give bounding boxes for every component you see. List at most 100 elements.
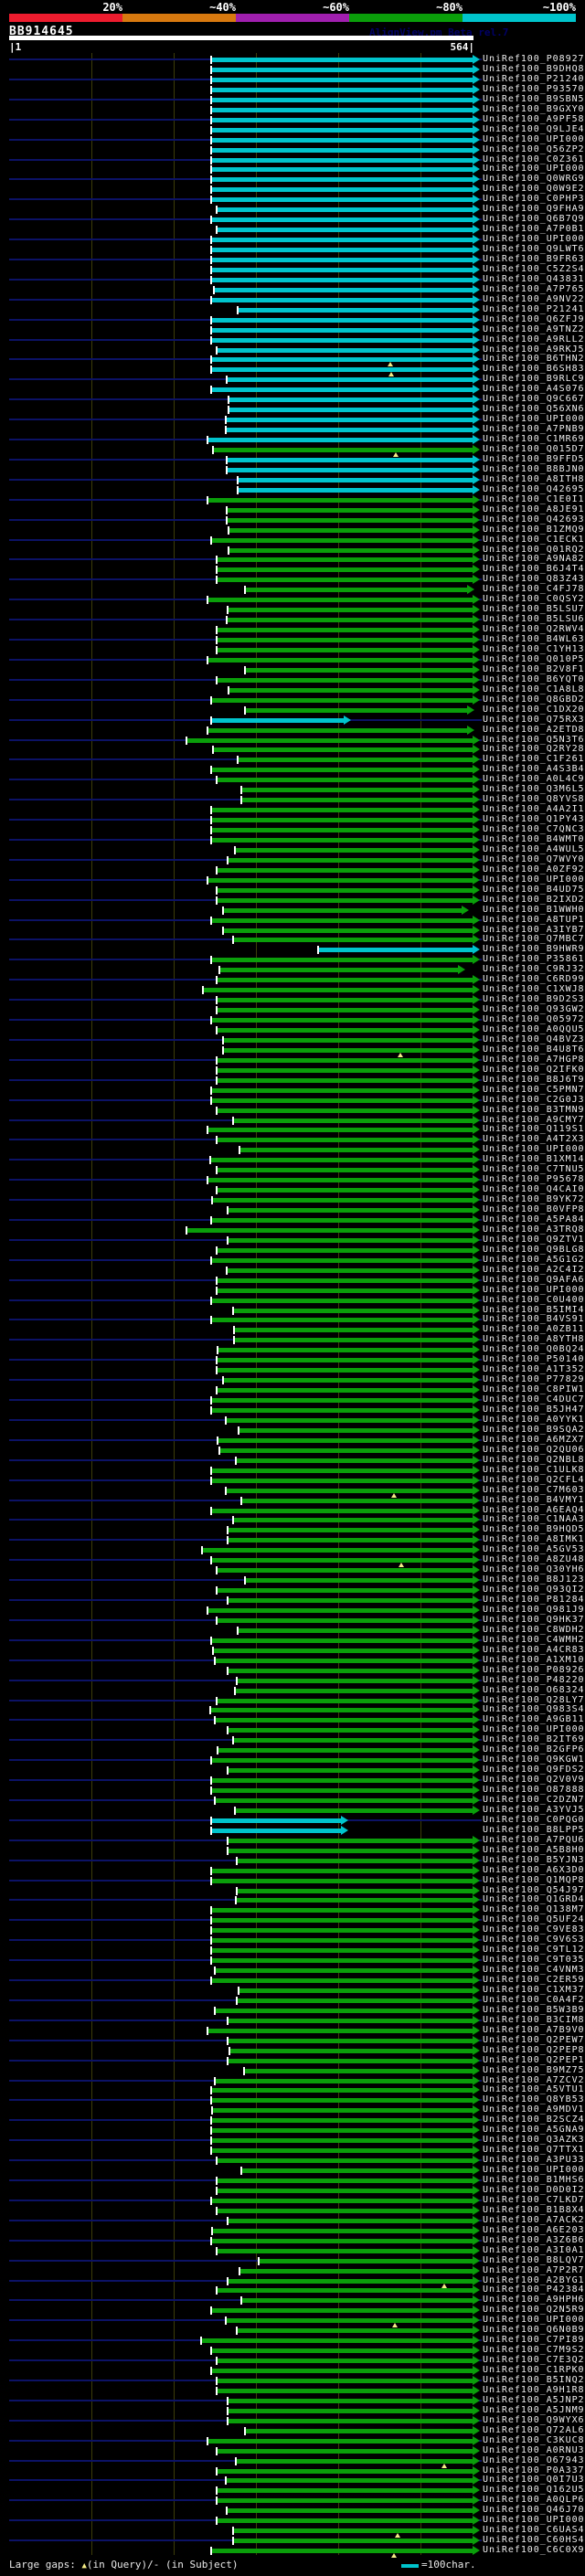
hit-label[interactable]: UniRef100_A3PU33 bbox=[483, 2155, 585, 2166]
hit-label[interactable]: UniRef100_Q9WYX6 bbox=[483, 2414, 585, 2425]
hit-label[interactable]: UniRef100_Q93QI2 bbox=[483, 1585, 585, 1595]
hit-bar[interactable] bbox=[212, 1257, 473, 1263]
hit-bar[interactable] bbox=[227, 618, 473, 623]
hit-bar[interactable] bbox=[212, 1828, 341, 1833]
hit-bar[interactable] bbox=[203, 988, 473, 993]
hit-label[interactable]: UniRef100_Q162U5 bbox=[483, 2485, 585, 2496]
hit-bar[interactable] bbox=[217, 867, 473, 873]
hit-label[interactable]: UniRef100_C1XM37 bbox=[483, 1985, 585, 1995]
hit-bar[interactable] bbox=[233, 938, 473, 943]
hit-label[interactable]: UniRef100_A8IMK1 bbox=[483, 1534, 585, 1545]
hit-label[interactable]: UniRef100_C9RJ32 bbox=[483, 964, 585, 975]
hit-bar[interactable] bbox=[226, 418, 473, 423]
hit-label[interactable]: UniRef100_B1XM14 bbox=[483, 1154, 585, 1165]
hit-label[interactable]: UniRef100_Q43831 bbox=[483, 273, 585, 284]
hit-label[interactable]: UniRef100_C60HS4 bbox=[483, 2535, 585, 2546]
hit-bar[interactable] bbox=[226, 428, 473, 433]
hit-bar[interactable] bbox=[234, 1338, 473, 1343]
hit-label[interactable]: UniRef100_C1A8L8 bbox=[483, 684, 585, 694]
hit-label[interactable]: UniRef100_B9GXY0 bbox=[483, 103, 585, 114]
hit-label[interactable]: UniRef100_C1XWJ8 bbox=[483, 984, 585, 995]
hit-bar[interactable] bbox=[241, 788, 473, 793]
hit-label[interactable]: UniRef100_B6YQT0 bbox=[483, 673, 585, 684]
hit-label[interactable]: UniRef100_Q83Z43 bbox=[483, 574, 585, 585]
hit-label[interactable]: UniRef100_UPI000.. bbox=[483, 2515, 585, 2526]
hit-bar[interactable] bbox=[241, 2168, 473, 2173]
hit-bar[interactable] bbox=[217, 1288, 473, 1293]
hit-label[interactable]: UniRef100_Q9FDS2 bbox=[483, 1765, 585, 1776]
hit-bar[interactable] bbox=[229, 1728, 473, 1733]
hit-bar[interactable] bbox=[224, 928, 473, 933]
hit-bar[interactable] bbox=[239, 307, 473, 313]
hit-bar[interactable] bbox=[212, 117, 473, 122]
hit-label[interactable]: UniRef100_Q6ZFJ9 bbox=[483, 313, 585, 324]
hit-bar[interactable] bbox=[217, 2448, 473, 2454]
hit-bar[interactable] bbox=[241, 2298, 473, 2304]
hit-bar[interactable] bbox=[210, 1708, 473, 1713]
hit-label[interactable]: UniRef100_A5G1G2 bbox=[483, 1254, 585, 1265]
hit-label[interactable]: UniRef100_A8JE91 bbox=[483, 504, 585, 514]
hit-label[interactable]: UniRef100_C6RD99 bbox=[483, 974, 585, 985]
hit-bar[interactable] bbox=[229, 527, 473, 533]
hit-label[interactable]: UniRef100_P77829 bbox=[483, 1374, 585, 1385]
hit-label[interactable]: UniRef100_Q1MQP8 bbox=[483, 1874, 585, 1885]
hit-label[interactable]: UniRef100_Q56XN6 bbox=[483, 404, 585, 415]
hit-bar[interactable] bbox=[238, 1858, 473, 1863]
hit-label[interactable]: UniRef100_A0ZB11 bbox=[483, 1324, 585, 1335]
hit-label[interactable]: UniRef100_A4S076 bbox=[483, 384, 585, 395]
hit-label[interactable]: UniRef100_A5VTU1 bbox=[483, 2084, 585, 2095]
hit-bar[interactable] bbox=[318, 948, 473, 953]
hit-label[interactable]: UniRef100_Q46J70 bbox=[483, 2505, 585, 2516]
hit-bar[interactable] bbox=[229, 2398, 473, 2403]
hit-label[interactable]: UniRef100_B4VS91 bbox=[483, 1314, 585, 1325]
hit-bar[interactable] bbox=[229, 1838, 473, 1843]
hit-label[interactable]: UniRef100_B2IXD2 bbox=[483, 894, 585, 905]
hit-label[interactable]: UniRef100_Q05972 bbox=[483, 1014, 585, 1024]
hit-label[interactable]: UniRef100_A0ZF92 bbox=[483, 864, 585, 875]
hit-bar[interactable] bbox=[212, 127, 473, 133]
hit-label[interactable]: UniRef100_B5IMI4 bbox=[483, 1304, 585, 1315]
hit-label[interactable]: UniRef100_O87888 bbox=[483, 1785, 585, 1795]
hit-bar[interactable] bbox=[227, 467, 473, 472]
hit-label[interactable]: UniRef100_Q2PEP1 bbox=[483, 2054, 585, 2065]
hit-bar[interactable] bbox=[212, 828, 473, 832]
hit-bar[interactable] bbox=[218, 1348, 473, 1353]
hit-bar[interactable] bbox=[212, 2308, 473, 2314]
hit-bar[interactable] bbox=[217, 207, 473, 213]
hit-bar[interactable] bbox=[217, 1168, 473, 1173]
hit-bar[interactable] bbox=[236, 2458, 473, 2464]
hit-label[interactable]: UniRef100_A8ITH8 bbox=[483, 473, 585, 484]
hit-bar[interactable] bbox=[212, 537, 473, 543]
hit-label[interactable]: UniRef100_B4VMY1 bbox=[483, 1494, 585, 1505]
hit-bar[interactable] bbox=[217, 897, 473, 903]
hit-label[interactable]: UniRef100_Q93GW2 bbox=[483, 1004, 585, 1015]
hit-bar[interactable] bbox=[212, 197, 473, 203]
hit-label[interactable]: UniRef100_A4A2I1 bbox=[483, 804, 585, 815]
hit-bar[interactable] bbox=[212, 1398, 473, 1403]
hit-bar[interactable] bbox=[212, 837, 473, 843]
hit-bar[interactable] bbox=[217, 638, 473, 642]
hit-label[interactable]: UniRef100_UPI000.. bbox=[483, 2315, 585, 2326]
hit-label[interactable]: UniRef100_C2DZN7 bbox=[483, 1795, 585, 1805]
hit-bar[interactable] bbox=[217, 647, 473, 652]
hit-label[interactable]: UniRef100_Q9LWT6 bbox=[483, 244, 585, 254]
hit-label[interactable]: UniRef100_Q4BVZ3 bbox=[483, 1034, 585, 1044]
hit-bar[interactable] bbox=[212, 248, 473, 252]
hit-label[interactable]: UniRef100_B9DHQ8 bbox=[483, 63, 585, 74]
hit-label[interactable]: UniRef100_A6X3D0 bbox=[483, 1864, 585, 1875]
hit-label[interactable]: UniRef100_A3TRQ8 bbox=[483, 1224, 585, 1235]
hit-label[interactable]: UniRef100_P93570 bbox=[483, 83, 585, 94]
hit-label[interactable]: UniRef100_Q8YB53 bbox=[483, 2094, 585, 2105]
hit-label[interactable]: UniRef100_Q9ZTV1 bbox=[483, 1234, 585, 1245]
hit-label[interactable]: UniRef100_C1E0I1 bbox=[483, 493, 585, 504]
hit-label[interactable]: UniRef100_C7M603 bbox=[483, 1484, 585, 1495]
hit-label[interactable]: UniRef100_C8WDH2 bbox=[483, 1624, 585, 1635]
hit-label[interactable]: UniRef100_Q9BLG8 bbox=[483, 1244, 585, 1255]
hit-label[interactable]: UniRef100_Q5UF24 bbox=[483, 1914, 585, 1925]
hit-bar[interactable] bbox=[207, 2028, 473, 2033]
hit-bar[interactable] bbox=[212, 2098, 473, 2104]
hit-bar[interactable] bbox=[212, 187, 473, 193]
hit-label[interactable]: UniRef100_B9SQA2 bbox=[483, 1424, 585, 1435]
hit-bar[interactable] bbox=[217, 998, 473, 1003]
hit-label[interactable]: UniRef100_C4DUC7 bbox=[483, 1394, 585, 1405]
